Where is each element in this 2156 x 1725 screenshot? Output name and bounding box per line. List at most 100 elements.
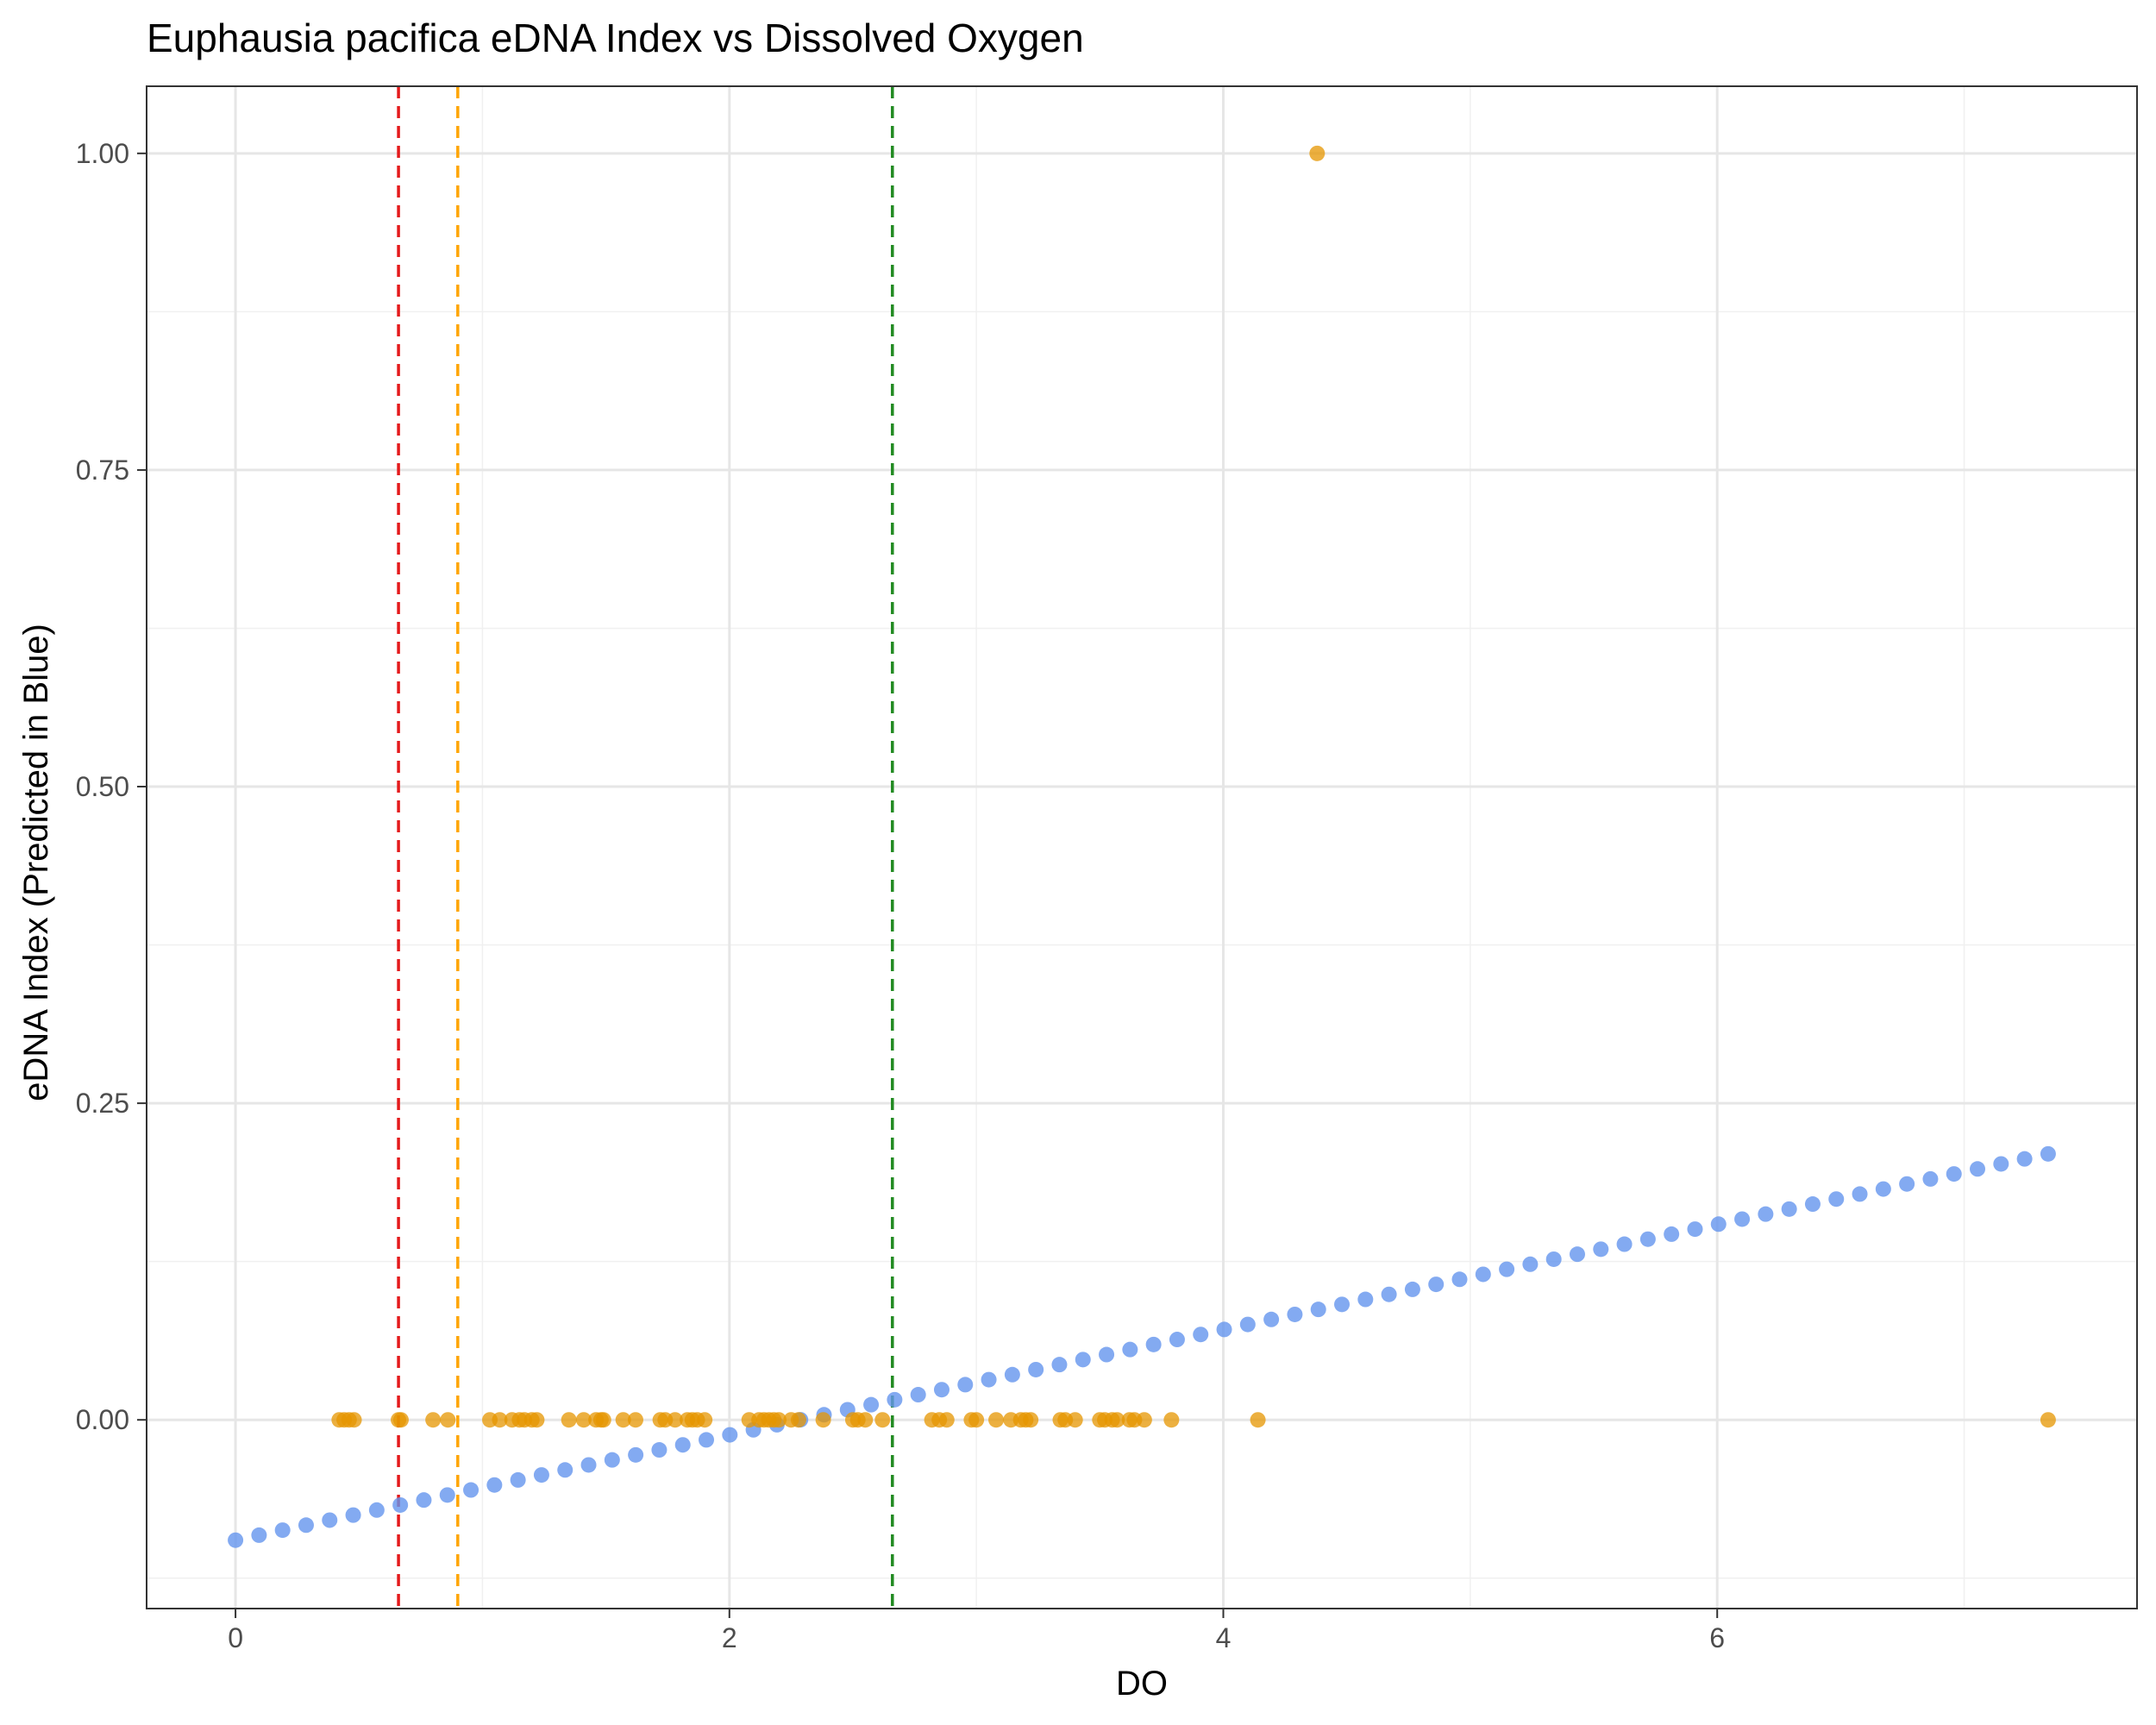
x-tick-label: 0 (228, 1622, 243, 1653)
predicted-point (486, 1477, 503, 1493)
predicted-point (1639, 1231, 1656, 1247)
predicted-point (1946, 1166, 1962, 1182)
observed-point (857, 1412, 874, 1428)
predicted-point (1734, 1211, 1751, 1227)
y-axis: 0.00 0.25 0.50 0.75 1.00 (76, 138, 147, 1435)
panel-border (146, 85, 2138, 1609)
observed-point (595, 1412, 611, 1428)
predicted-point (1687, 1221, 1703, 1238)
predicted-point (1993, 1156, 2009, 1172)
predicted-point (251, 1527, 267, 1543)
predicted-point (1004, 1366, 1020, 1383)
predicted-point (1122, 1341, 1138, 1358)
observed-point (440, 1412, 456, 1428)
predicted-point (463, 1482, 479, 1498)
observed-point (697, 1412, 713, 1428)
observed-point (627, 1412, 643, 1428)
predicted-point (368, 1502, 385, 1518)
predicted-point (1028, 1361, 1044, 1377)
predicted-point (1263, 1311, 1280, 1327)
predicted-point (1475, 1266, 1491, 1283)
predicted-point (1334, 1296, 1351, 1313)
observed-point (1136, 1412, 1152, 1428)
predicted-point (1522, 1256, 1539, 1272)
predicted-point (1451, 1271, 1468, 1288)
observed-point (575, 1412, 592, 1428)
predicted-point (1804, 1196, 1821, 1213)
predicted-point (580, 1457, 597, 1473)
y-tick-label: 1.00 (76, 138, 129, 169)
predicted-point (1970, 1161, 1986, 1177)
predicted-point (345, 1507, 361, 1523)
observed-point (529, 1412, 545, 1428)
predicted-point (722, 1427, 738, 1443)
predicted-point (1569, 1246, 1585, 1263)
predicted-point (1239, 1316, 1256, 1333)
observed-point (1109, 1412, 1125, 1428)
x-tick-label: 4 (1216, 1622, 1232, 1653)
predicted-point (274, 1522, 291, 1539)
predicted-point (1545, 1251, 1562, 1267)
predicted-point (1781, 1201, 1797, 1217)
predicted-point (298, 1517, 314, 1534)
observed-point (815, 1412, 831, 1428)
observed-point (790, 1412, 806, 1428)
predicted-point (1828, 1191, 1845, 1208)
predicted-point (1099, 1346, 1115, 1363)
observed-point (1023, 1412, 1039, 1428)
observed-point (667, 1412, 683, 1428)
plot-area (146, 85, 2138, 1609)
observed-point (968, 1412, 985, 1428)
predicted-point (1664, 1226, 1680, 1242)
predicted-point (228, 1532, 244, 1548)
predicted-point (416, 1492, 432, 1509)
observed-point (392, 1412, 409, 1428)
x-axis-title: DO (1116, 1665, 1168, 1703)
observed-point (2040, 1412, 2056, 1428)
predicted-point (1216, 1321, 1232, 1338)
predicted-series (228, 1145, 2056, 1548)
predicted-point (933, 1382, 950, 1398)
observed-point (561, 1412, 577, 1428)
predicted-point (1075, 1352, 1091, 1368)
predicted-point (981, 1371, 997, 1388)
observed-point (492, 1412, 508, 1428)
x-axis: 0 2 4 6 (228, 1609, 1725, 1653)
predicted-point (1169, 1332, 1185, 1348)
predicted-point (1758, 1206, 1774, 1222)
observed-series (331, 145, 2056, 1428)
predicted-point (1616, 1236, 1633, 1252)
predicted-point (1922, 1170, 1939, 1187)
observed-point (988, 1412, 1005, 1428)
predicted-point (957, 1377, 974, 1393)
predicted-point (1051, 1357, 1068, 1373)
y-tick-label: 0.00 (76, 1404, 129, 1435)
observed-point (771, 1412, 787, 1428)
chart-title: Euphausia pacifica eDNA Index vs Dissolv… (147, 16, 1084, 60)
predicted-point (1381, 1286, 1397, 1302)
y-tick-label: 0.75 (76, 455, 129, 486)
predicted-point (863, 1396, 880, 1413)
predicted-point (2040, 1145, 2056, 1162)
observed-point (615, 1412, 631, 1428)
predicted-point (674, 1437, 691, 1453)
predicted-point (1287, 1306, 1303, 1322)
y-axis-title: eDNA Index (Predicted in Blue) (17, 624, 55, 1101)
predicted-point (1875, 1181, 1891, 1197)
predicted-point (1310, 1302, 1326, 1318)
x-tick-label: 2 (722, 1622, 737, 1653)
predicted-point (1710, 1216, 1727, 1233)
predicted-point (887, 1391, 903, 1408)
observed-point (346, 1412, 362, 1428)
predicted-point (1404, 1281, 1420, 1297)
predicted-point (2016, 1151, 2033, 1167)
predicted-point (1145, 1336, 1162, 1352)
predicted-point (322, 1512, 338, 1528)
predicted-point (651, 1442, 667, 1458)
predicted-point (604, 1452, 620, 1468)
observed-point (1067, 1412, 1083, 1428)
observed-point (425, 1412, 442, 1428)
x-tick-label: 6 (1709, 1622, 1725, 1653)
